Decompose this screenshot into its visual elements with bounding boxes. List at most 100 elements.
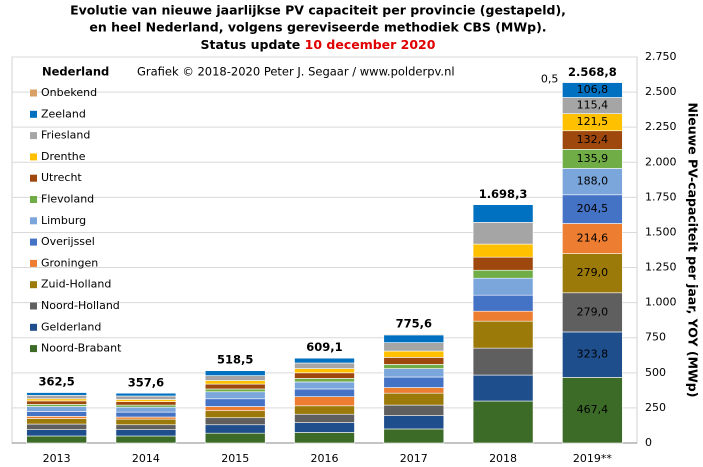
bar-segment: [204, 406, 266, 412]
legend-label: Groningen: [41, 256, 98, 269]
legend-swatch: [30, 281, 37, 289]
legend-title: Nederland: [42, 65, 109, 79]
bar-segment: [204, 391, 266, 400]
value-label: 279,0: [577, 266, 609, 279]
value-label: 0,5: [541, 72, 559, 85]
bar-segment: [383, 415, 445, 430]
bar-segment: [294, 357, 355, 359]
bar-segment: [26, 404, 87, 407]
value-label: 115,4: [577, 99, 609, 112]
legend-label: Zuid-Holland: [41, 278, 111, 291]
value-label: 279,0: [577, 305, 609, 318]
bar-segment: [472, 310, 534, 322]
legend-swatch: [30, 323, 37, 331]
bar-segment: [294, 368, 355, 374]
bar-segment: [26, 392, 87, 396]
value-label: 121,5: [577, 115, 609, 128]
bar-segment: [383, 392, 445, 406]
bar-segment: [115, 404, 177, 408]
bar-segment: [383, 350, 445, 358]
bar-segment: [294, 381, 355, 390]
legend-swatch: [30, 89, 37, 97]
bar-segment: [294, 378, 355, 383]
legend-swatch: [30, 302, 37, 310]
bar-segment: [383, 342, 445, 352]
legend-label: Noord-Brabant: [41, 342, 122, 355]
bar-segment: [115, 435, 177, 444]
bar-segment: [26, 423, 87, 430]
total-label: 1.698,3: [479, 187, 528, 201]
legend-label: Noord-Holland: [41, 299, 120, 312]
bar-segment: [294, 372, 355, 379]
bar-segment: [204, 424, 266, 434]
bar-segment: [562, 377, 623, 444]
bar-segment: [472, 400, 534, 444]
bar-segment: [472, 269, 534, 279]
legend-label: Limburg: [41, 214, 86, 227]
value-label: 467,4: [577, 403, 609, 416]
y-tick-label: 1.250: [645, 261, 677, 274]
bar-segment: [204, 388, 266, 393]
total-label: 357,6: [128, 375, 164, 389]
annotation: Grafiek © 2018-2020 Peter J. Segaar / ww…: [137, 65, 455, 79]
bar-segment: [204, 410, 266, 419]
value-label: 323,8: [577, 348, 609, 361]
bar-segment: [115, 424, 177, 430]
bar-segment: [383, 357, 445, 365]
legend-label: Onbekend: [41, 86, 97, 99]
bar-segment: [562, 194, 623, 224]
bar-segment: [26, 435, 87, 444]
bar-segment: [294, 362, 355, 369]
bar-segment: [294, 422, 355, 433]
value-label: 188,0: [577, 175, 609, 188]
bar-segment: [472, 243, 534, 258]
bar-segment: [294, 405, 355, 415]
bar-segment: [472, 294, 534, 312]
bar-segment: [294, 396, 355, 407]
bar-segment: [383, 334, 445, 343]
x-tick-label: 2014: [132, 452, 160, 465]
bar-segment: [294, 388, 355, 397]
y-tick-label: 500: [645, 366, 666, 379]
bar-segment: [204, 398, 266, 407]
bar-segment: [383, 364, 445, 369]
bar-segment: [204, 375, 266, 381]
bar-segment: [115, 418, 177, 426]
bar-segment: [383, 428, 445, 444]
bar-segment: [472, 277, 534, 296]
bar-segment: [26, 416, 87, 419]
bar-segment: [383, 333, 445, 336]
bar-segment: [115, 411, 177, 418]
value-label: 135,9: [577, 152, 609, 165]
total-label: 2.568,8: [568, 65, 617, 79]
bar-segment: [472, 347, 534, 376]
bar-segment: [115, 392, 177, 397]
legend-swatch: [30, 196, 37, 203]
y-tick-label: 2.250: [645, 120, 677, 133]
bar-segment: [383, 376, 445, 388]
bar-segment: [562, 223, 623, 254]
total-label: 775,6: [396, 317, 432, 331]
bar-segment: [115, 416, 177, 420]
bar-segment: [115, 401, 177, 406]
y-tick-label: 750: [645, 331, 666, 344]
bar-segment: [383, 404, 445, 416]
legend-swatch: [30, 217, 37, 225]
bar-segment: [26, 418, 87, 425]
x-tick-label: 2015: [221, 452, 249, 465]
bar-segment: [562, 292, 623, 333]
bar-segment: [115, 395, 177, 400]
status-prefix: Status update: [201, 37, 301, 52]
legend-label: Zeeland: [41, 107, 86, 120]
legend-swatch: [30, 238, 37, 246]
y-tick-label: 2.500: [645, 85, 677, 98]
bar-segment: [294, 432, 355, 444]
x-tick-label: 2018: [489, 452, 517, 465]
x-tick-label: 2016: [311, 452, 339, 465]
bar-segment: [204, 383, 266, 390]
status-line: Status update 10 december 2020: [201, 37, 436, 52]
bar-segment: [562, 331, 623, 378]
bar-segment: [115, 406, 177, 413]
y-tick-label: 2.000: [645, 155, 677, 168]
